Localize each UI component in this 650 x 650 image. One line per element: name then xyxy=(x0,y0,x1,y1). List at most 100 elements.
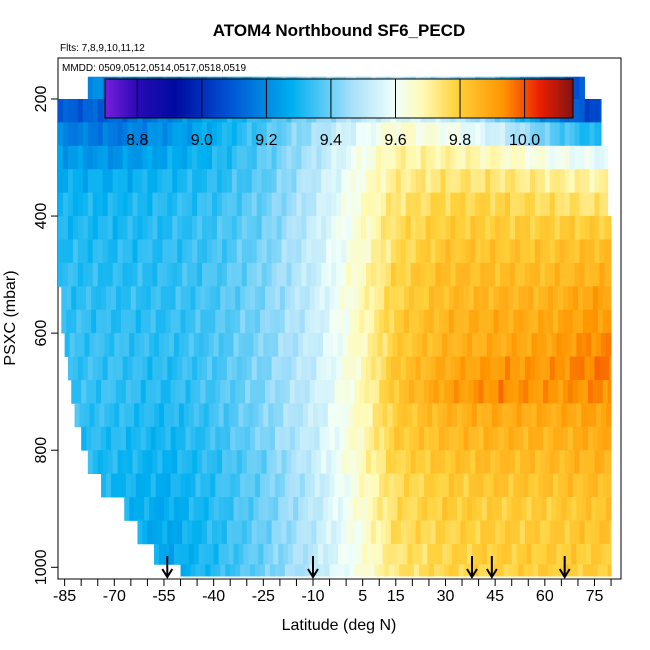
heatmap-cell xyxy=(197,216,203,240)
flights-note: Flts: 7,8,9,10,11,12 xyxy=(60,43,145,54)
heatmap-cell xyxy=(170,473,176,498)
heatmap-cell xyxy=(452,333,458,357)
heatmap-cell xyxy=(132,192,138,217)
heatmap-cell xyxy=(364,426,370,451)
heatmap-cell xyxy=(129,403,135,428)
heatmap-cell xyxy=(220,564,226,577)
heatmap-cell xyxy=(423,309,430,334)
heatmap-cell xyxy=(569,450,576,475)
heatmap-cell xyxy=(467,497,473,521)
heatmap-cell xyxy=(106,309,112,334)
heatmap-cell xyxy=(563,426,569,451)
heatmap-cell xyxy=(67,239,74,264)
heatmap-cell xyxy=(445,122,451,147)
heatmap-cell xyxy=(299,473,306,498)
heatmap-cell xyxy=(569,122,576,147)
heatmap-cell xyxy=(223,497,229,521)
heatmap-cell xyxy=(102,122,109,147)
heatmap-cell xyxy=(356,216,362,240)
heatmap-cell xyxy=(278,403,284,428)
heatmap-cell xyxy=(415,262,422,287)
heatmap-cell xyxy=(516,333,523,357)
heatmap-cell xyxy=(455,169,461,194)
heatmap-cell xyxy=(349,473,355,498)
heatmap-cell xyxy=(316,520,322,545)
heatmap-cell xyxy=(379,379,385,404)
heatmap-cell xyxy=(351,192,357,217)
heatmap-cell xyxy=(256,262,263,287)
heatmap-cell xyxy=(480,192,486,217)
heatmap-cell xyxy=(281,356,287,381)
heatmap-cell xyxy=(548,426,554,451)
heatmap-cell xyxy=(425,145,431,170)
heatmap-cell xyxy=(589,98,595,123)
heatmap-cell xyxy=(476,333,483,357)
heatmap-cell xyxy=(187,145,193,170)
heatmap-cell xyxy=(544,520,551,545)
heatmap-cell xyxy=(177,169,183,194)
heatmap-cell xyxy=(473,309,479,334)
heatmap-cell xyxy=(589,216,595,240)
heatmap-cell xyxy=(564,239,571,264)
heatmap-cell xyxy=(470,216,476,240)
heatmap-cell xyxy=(544,145,551,170)
heatmap-cell xyxy=(364,473,370,498)
heatmap-cell xyxy=(471,543,478,565)
heatmap-cell xyxy=(500,122,506,147)
heatmap-cell xyxy=(470,239,476,264)
heatmap-cell xyxy=(228,497,234,521)
heatmap-cell xyxy=(122,356,128,381)
colorbar-tick-label: 9.2 xyxy=(255,132,277,149)
heatmap-cell xyxy=(317,543,324,565)
heatmap-cell xyxy=(359,309,365,334)
heatmap-cell xyxy=(177,262,183,287)
heatmap-cell xyxy=(188,497,195,521)
heatmap-cell xyxy=(134,497,140,521)
heatmap-cell xyxy=(279,286,286,311)
heatmap-cell xyxy=(405,239,412,264)
heatmap-cell xyxy=(223,403,229,428)
heatmap-cell xyxy=(491,403,498,428)
heatmap-cell xyxy=(167,520,173,545)
heatmap-cell xyxy=(589,169,595,194)
heatmap-cell xyxy=(107,122,114,147)
heatmap-cell xyxy=(313,403,319,428)
heatmap-cell xyxy=(240,309,246,334)
heatmap-cell xyxy=(549,450,556,475)
heatmap-cell xyxy=(122,122,128,147)
heatmap-cell xyxy=(245,473,251,498)
heatmap-cell xyxy=(58,216,64,240)
heatmap-cell xyxy=(500,356,506,381)
heatmap-cell xyxy=(508,564,514,577)
heatmap-cell xyxy=(539,145,546,170)
heatmap-cell xyxy=(132,262,138,287)
heatmap-cell xyxy=(336,192,342,217)
heatmap-cell xyxy=(288,543,294,565)
heatmap-cell xyxy=(233,497,239,521)
heatmap-cell xyxy=(226,145,233,170)
heatmap-cell xyxy=(576,497,582,521)
heatmap-cell xyxy=(423,564,430,577)
heatmap-cell xyxy=(473,379,479,404)
heatmap-cell xyxy=(149,333,155,357)
heatmap-cell xyxy=(132,356,138,381)
heatmap-cell xyxy=(571,543,577,565)
heatmap-cell xyxy=(519,262,526,287)
heatmap-cell xyxy=(500,450,506,475)
heatmap-cell xyxy=(351,169,357,194)
heatmap-cell xyxy=(572,309,579,334)
heatmap-cell xyxy=(551,333,557,357)
heatmap-cell xyxy=(432,543,438,565)
heatmap-cell xyxy=(291,356,297,381)
heatmap-cell xyxy=(336,169,342,194)
heatmap-cell xyxy=(372,403,378,428)
heatmap-cell xyxy=(402,543,408,565)
heatmap-cell xyxy=(276,192,282,217)
heatmap-cell xyxy=(380,216,387,240)
heatmap-cell xyxy=(168,497,175,521)
heatmap-cell xyxy=(346,450,352,475)
heatmap-cell xyxy=(281,520,287,545)
heatmap-cell xyxy=(607,286,612,311)
heatmap-cell xyxy=(331,356,337,381)
heatmap-cell xyxy=(334,426,340,451)
